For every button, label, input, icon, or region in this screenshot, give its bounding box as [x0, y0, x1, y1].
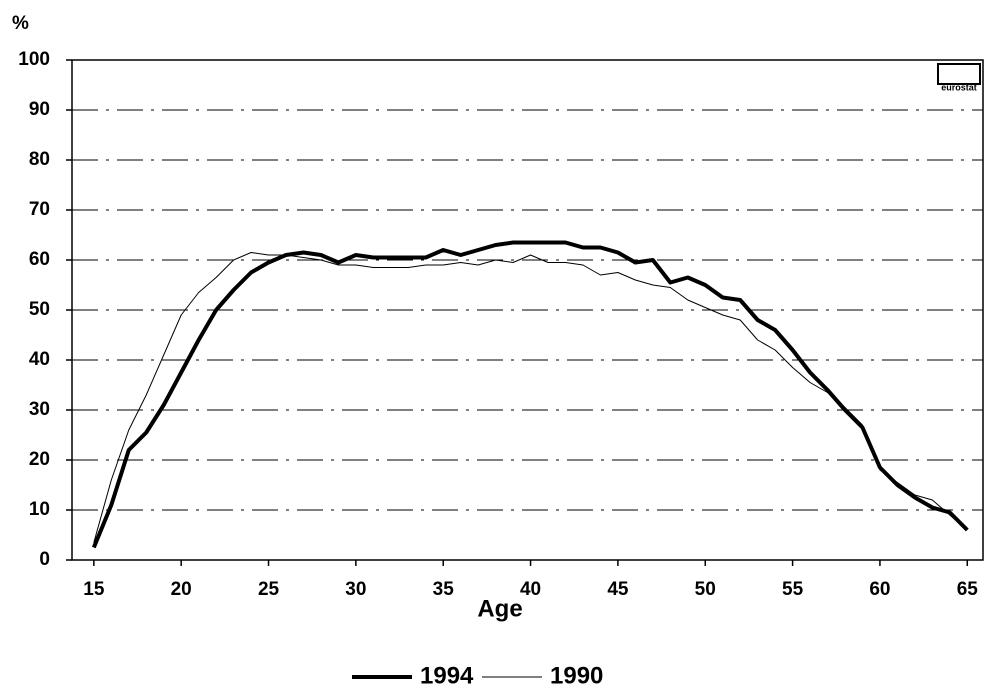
x-tick-label: 55 [782, 579, 804, 600]
x-tick-label: 60 [869, 579, 890, 600]
x-tick-label: 35 [433, 579, 455, 600]
y-tick-label: 70 [29, 199, 50, 220]
x-tick-label: 65 [957, 579, 979, 600]
plot-frame [71, 59, 984, 561]
x-tick-label: 30 [345, 579, 366, 600]
y-tick-label: 10 [29, 499, 50, 520]
logo-text: eurostat [941, 82, 977, 92]
y-tick-label: 50 [29, 299, 50, 320]
x-tick-label: 20 [171, 579, 192, 600]
y-tick-label: 100 [18, 49, 50, 70]
y-tick-label: 40 [29, 349, 50, 370]
x-tick-label: 15 [83, 579, 105, 600]
y-tick-label: 90 [29, 99, 50, 120]
x-tick-label: 25 [258, 579, 280, 600]
series-line [93, 252, 968, 543]
y-tick-label: 30 [29, 399, 50, 420]
y-tick-label: 60 [29, 249, 50, 270]
x-tick-label: 45 [607, 579, 629, 600]
logo-box [937, 63, 981, 85]
y-axis-label: % [12, 13, 29, 34]
series-line [91, 240, 969, 549]
y-tick-label: 20 [29, 449, 50, 470]
y-tick-label: 0 [39, 549, 50, 570]
y-tick-label: 80 [29, 149, 50, 170]
logo: eurostat [937, 63, 981, 92]
x-axis-label: Age [477, 595, 522, 622]
x-tick-label: 50 [695, 579, 716, 600]
legend-label: 1994 [420, 662, 474, 689]
legend-label: 1990 [550, 662, 603, 689]
x-tick-label: 40 [520, 579, 541, 600]
